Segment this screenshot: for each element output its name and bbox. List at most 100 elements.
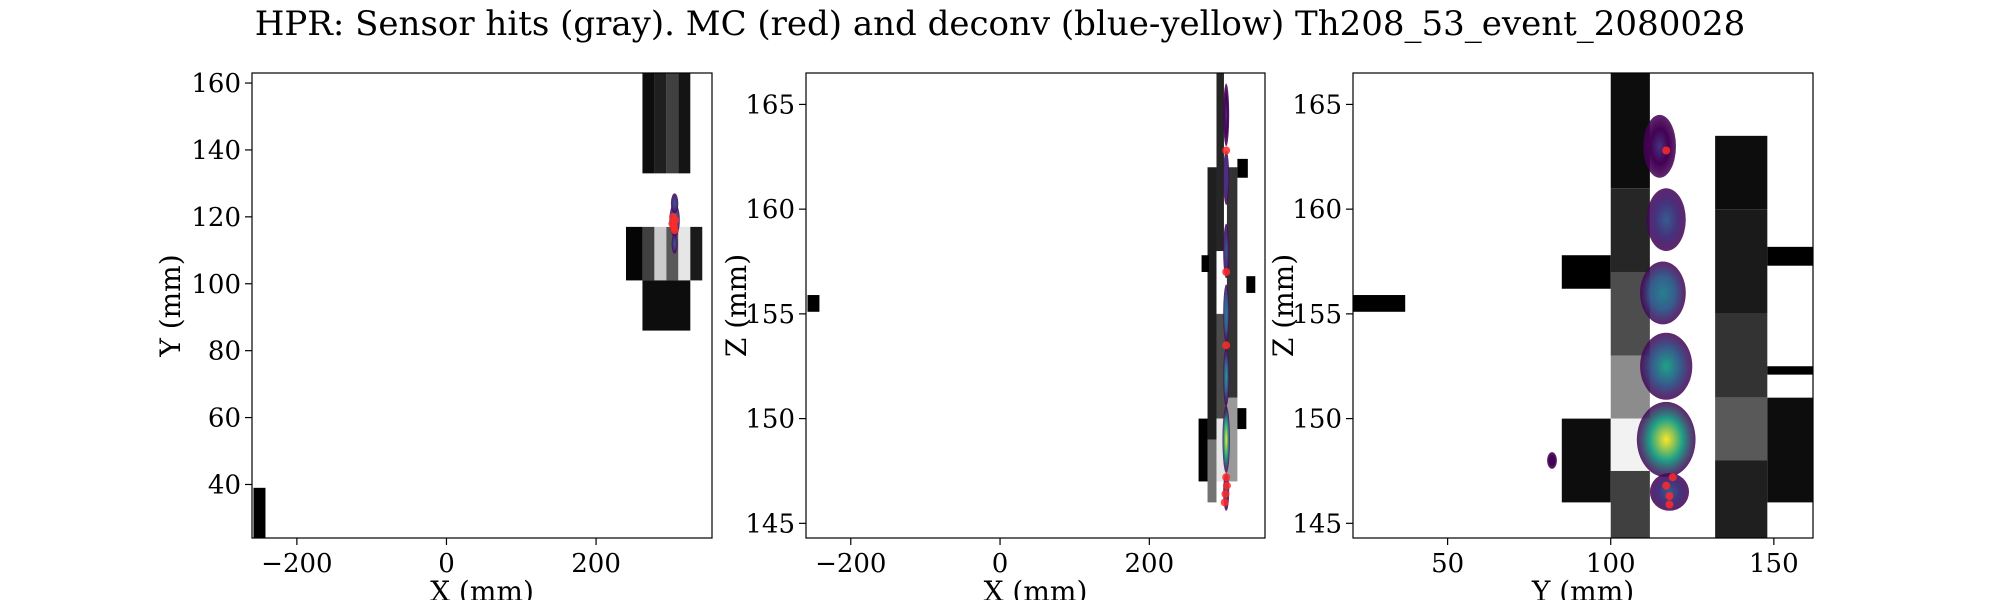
sensor-hit-cell bbox=[678, 226, 691, 281]
y-tick-label: 155 bbox=[1292, 300, 1342, 330]
sensor-hit-cell bbox=[1237, 158, 1248, 178]
mc-hit bbox=[669, 212, 678, 221]
mc-hit bbox=[1662, 481, 1671, 490]
sensor-hit-cell bbox=[678, 73, 691, 174]
sensor-hit-cell bbox=[1216, 73, 1224, 252]
deconv-blob bbox=[1640, 261, 1686, 325]
y-tick-label: 160 bbox=[191, 69, 241, 99]
mc-hit bbox=[1222, 267, 1231, 276]
x-axis-label: Y (mm) bbox=[1531, 575, 1634, 600]
x-tick-label: 150 bbox=[1749, 549, 1799, 579]
deconv-blob bbox=[1223, 347, 1230, 407]
y-tick-label: 40 bbox=[208, 470, 241, 500]
axes-frame bbox=[805, 72, 1266, 539]
sensor-hit-cell bbox=[807, 295, 820, 312]
y-tick-label: 120 bbox=[191, 203, 241, 233]
x-tick-label: 0 bbox=[438, 549, 455, 579]
mc-hit bbox=[1668, 473, 1677, 482]
sensor-hit-cell bbox=[654, 226, 667, 281]
mc-hit bbox=[1665, 492, 1674, 501]
y-axis-label: Z (mm) bbox=[1267, 254, 1300, 357]
y-tick-label: 150 bbox=[1292, 405, 1342, 435]
deconv-blob bbox=[1547, 452, 1557, 469]
sensor-hit-cell bbox=[1715, 397, 1768, 461]
sensor-hit-cell bbox=[642, 280, 691, 331]
sensor-hit-cell bbox=[1610, 188, 1650, 272]
sensor-hit-cell bbox=[1767, 397, 1813, 503]
sensor-hit-cell bbox=[690, 226, 703, 281]
x-tick-label: 0 bbox=[992, 549, 1009, 579]
mc-hit bbox=[1222, 341, 1231, 350]
sensor-hit-cell bbox=[1767, 246, 1813, 266]
sensor-hit-cell bbox=[1246, 276, 1256, 293]
sensor-hit-cell bbox=[1207, 439, 1217, 503]
sensor-hit-cell bbox=[666, 73, 679, 174]
deconv-blob bbox=[1643, 114, 1676, 178]
panel-xy: −200 0 200 40 60 80 100 120 140 160 X (mm) Y (mm) bbox=[154, 69, 713, 600]
mc-hit bbox=[1222, 481, 1231, 490]
y-axis-label: Y (mm) bbox=[154, 254, 187, 357]
plot-area bbox=[1353, 73, 1813, 538]
deconv-blob bbox=[1649, 473, 1690, 511]
x-tick-label: −200 bbox=[815, 549, 886, 579]
deconv-blob bbox=[1646, 188, 1686, 252]
sensor-hit-cell bbox=[1198, 418, 1208, 482]
y-axis-label: Z (mm) bbox=[720, 254, 753, 357]
sensor-hit-cell bbox=[1561, 255, 1611, 289]
sensor-hit-cell bbox=[1767, 366, 1813, 375]
sensor-hit-cell bbox=[1561, 418, 1611, 503]
sensor-hit-cell bbox=[1610, 73, 1650, 189]
x-axis-label: X (mm) bbox=[430, 575, 534, 600]
sensor-hit-cell bbox=[1226, 167, 1238, 398]
x-axis-label: X (mm) bbox=[984, 575, 1088, 600]
plot-area bbox=[253, 73, 703, 538]
y-tick-label: 165 bbox=[1292, 90, 1342, 120]
sensor-hit-cell bbox=[1201, 255, 1210, 272]
x-tick-label: −200 bbox=[261, 549, 332, 579]
mc-hit bbox=[1665, 500, 1674, 509]
sensor-hit-cell bbox=[1216, 418, 1227, 482]
y-tick-label: 165 bbox=[745, 90, 795, 120]
sensor-hit-cell bbox=[1207, 167, 1217, 440]
x-tick-label: 200 bbox=[571, 549, 621, 579]
deconv-blob bbox=[1222, 406, 1230, 474]
sensor-hit-cell bbox=[1226, 397, 1238, 482]
mc-hit bbox=[1222, 473, 1231, 482]
sensor-hit-cell bbox=[1715, 135, 1768, 210]
y-tick-label: 145 bbox=[745, 509, 795, 539]
panel-yz: 50 100 150 145 150 155 160 165 Y (mm) Z (mm) bbox=[1267, 72, 1814, 600]
sensor-hit-cell bbox=[1237, 408, 1247, 430]
x-tick-label: 200 bbox=[1124, 549, 1174, 579]
mc-hit bbox=[670, 226, 679, 235]
mc-hit bbox=[1222, 146, 1231, 155]
y-tick-label: 100 bbox=[191, 270, 241, 300]
panel-xz: −200 0 200 145 150 155 160 165 X (mm) Z (mm) bbox=[720, 72, 1266, 600]
deconv-blob bbox=[1223, 83, 1230, 147]
sensor-hit-cell bbox=[253, 487, 266, 538]
sensor-hit-cell bbox=[625, 226, 643, 281]
x-tick-label: 50 bbox=[1431, 549, 1464, 579]
sensor-hit-cell bbox=[1715, 460, 1768, 538]
deconv-blob bbox=[1640, 332, 1693, 400]
deconv-blob bbox=[1223, 150, 1230, 205]
deconv-blob bbox=[1223, 284, 1230, 344]
figure-title: HPR: Sensor hits (gray). MC (red) and de… bbox=[254, 4, 1746, 44]
sensor-hit-cell bbox=[1216, 313, 1227, 419]
deconv-blob bbox=[1223, 223, 1230, 279]
plot-area bbox=[807, 73, 1256, 511]
deconv-blob bbox=[671, 233, 678, 254]
sensor-hit-cell bbox=[666, 226, 679, 281]
axes-frame bbox=[1352, 72, 1814, 539]
mc-hit bbox=[1221, 490, 1230, 499]
sensor-hit-cell bbox=[1610, 470, 1650, 538]
sensor-hit-cell bbox=[642, 73, 655, 174]
y-tick-label: 160 bbox=[1292, 195, 1342, 225]
sensor-hit-cell bbox=[654, 73, 667, 174]
y-tick-label: 145 bbox=[1292, 509, 1342, 539]
sensor-hit-cell bbox=[642, 226, 655, 281]
x-tick-label: 100 bbox=[1586, 549, 1636, 579]
y-tick-label: 80 bbox=[208, 337, 241, 367]
y-tick-label: 60 bbox=[208, 404, 241, 434]
mc-hit bbox=[1220, 498, 1229, 507]
deconv-blob bbox=[1636, 401, 1696, 478]
